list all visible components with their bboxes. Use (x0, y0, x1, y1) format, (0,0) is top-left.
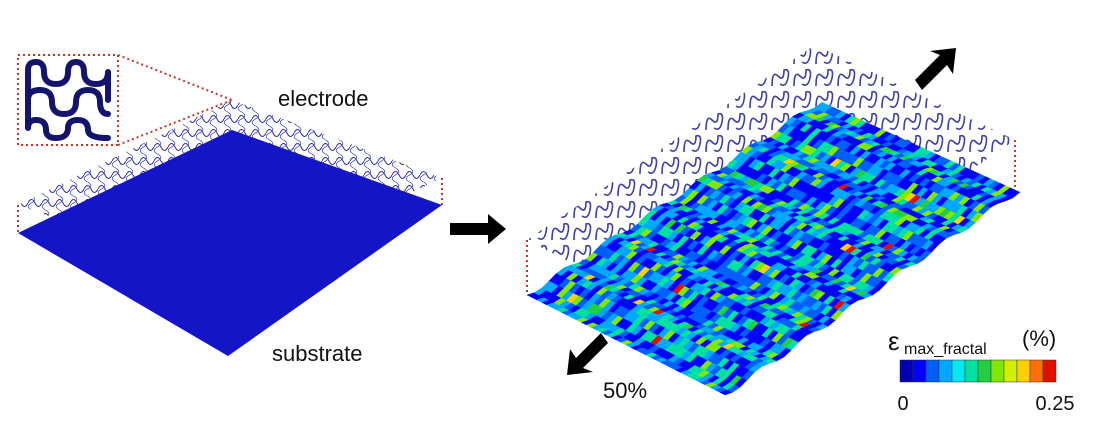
colorbar-cell (1004, 360, 1017, 382)
guide-line (118, 55, 232, 100)
strain-label: 50% (603, 378, 647, 403)
colorbar-cell (926, 360, 939, 382)
colorbar-cell (913, 360, 926, 382)
legend-unit: (%) (1022, 326, 1056, 351)
colorbar-cell (952, 360, 965, 382)
colorbar-cell (900, 360, 913, 382)
colorbar-cell (1017, 360, 1030, 382)
stretch-arrow (915, 48, 956, 90)
electrode-label: electrode (278, 86, 369, 111)
colorbar (900, 360, 1056, 382)
left-structure: electrode substrate (18, 55, 442, 366)
figure: electrode substrate 50% ε max_fractal (%… (0, 0, 1101, 422)
colorbar-min: 0 (897, 393, 908, 415)
colorbar-max: 0.25 (1036, 393, 1075, 415)
colorbar-cell (991, 360, 1004, 382)
colorbar-cell (978, 360, 991, 382)
colorbar-cell (939, 360, 952, 382)
colorbar-cell (965, 360, 978, 382)
colorbar-cell (1043, 360, 1056, 382)
legend-subscript: max_fractal (904, 341, 987, 358)
stretch-arrow (567, 333, 608, 375)
transition-arrow (450, 214, 506, 244)
substrate-label: substrate (272, 341, 363, 366)
colorbar-cell (1030, 360, 1043, 382)
legend-symbol: ε (888, 326, 900, 356)
right-structure: 50% ε max_fractal (%) 0 0.25 (527, 45, 1074, 415)
